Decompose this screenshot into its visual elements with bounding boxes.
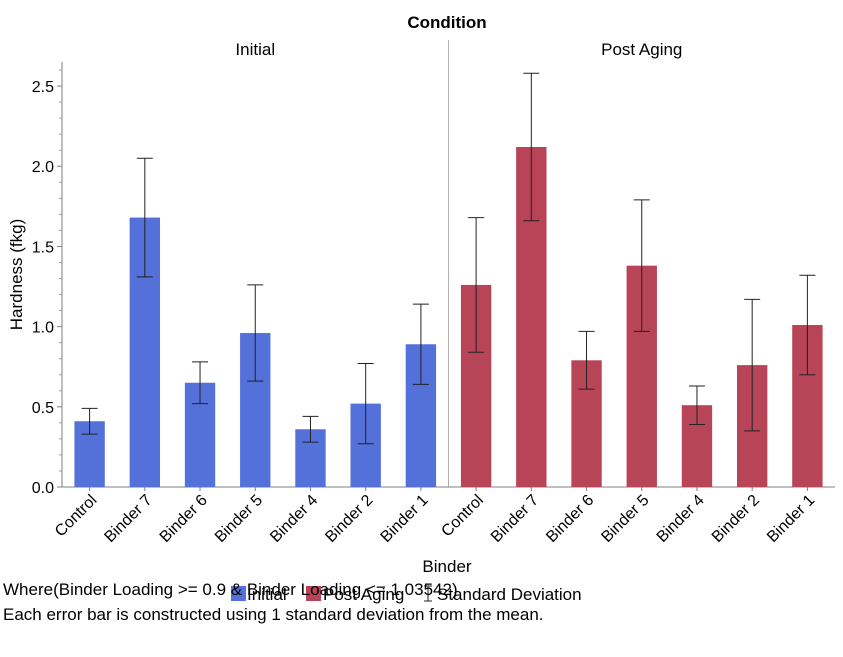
x-tick-label: Binder 2 [709,492,763,546]
y-tick-label: 1.5 [32,239,54,256]
y-tick-label: 2.5 [32,79,54,96]
y-tick-label: 0.5 [32,400,54,417]
x-tick-label: Binder 6 [543,492,597,546]
x-tick-label: Binder 5 [212,492,266,546]
legend-swatch-post-aging [306,586,321,601]
y-tick-label: 1.0 [32,320,54,337]
chart-title: Condition [407,13,486,32]
legend-label-post-aging: Post Aging [323,585,404,604]
x-tick-label: Binder 7 [488,492,542,546]
x-tick-label: Binder 7 [101,492,155,546]
x-tick-label: Binder 1 [378,492,432,546]
x-tick-label: Binder 2 [322,492,376,546]
y-tick-label: 2.0 [32,159,54,176]
x-tick-label: Binder 4 [267,492,321,546]
x-tick-label: Control [438,492,486,540]
x-axis-label: Binder [422,557,471,576]
panel-header-1: Initial [235,40,275,59]
x-tick-label: Control [52,492,100,540]
x-tick-label: Binder 5 [598,492,652,546]
y-tick-label: 0.0 [32,480,54,497]
y-axis-label: Hardness (fkg) [7,219,26,330]
filter-note: Where(Binder Loading >= 0.9 & Binder Loa… [3,580,458,599]
panel-header-2: Post Aging [601,40,682,59]
x-tick-label: Binder 6 [157,492,211,546]
legend-label-initial: Initial [247,585,287,604]
legend-swatch-initial [231,586,246,601]
error-bar-note: Each error bar is constructed using 1 st… [3,605,544,624]
x-tick-label: Binder 1 [764,492,818,546]
legend-label-std-dev: Standard Deviation [437,585,582,604]
x-tick-label: Binder 4 [654,492,708,546]
